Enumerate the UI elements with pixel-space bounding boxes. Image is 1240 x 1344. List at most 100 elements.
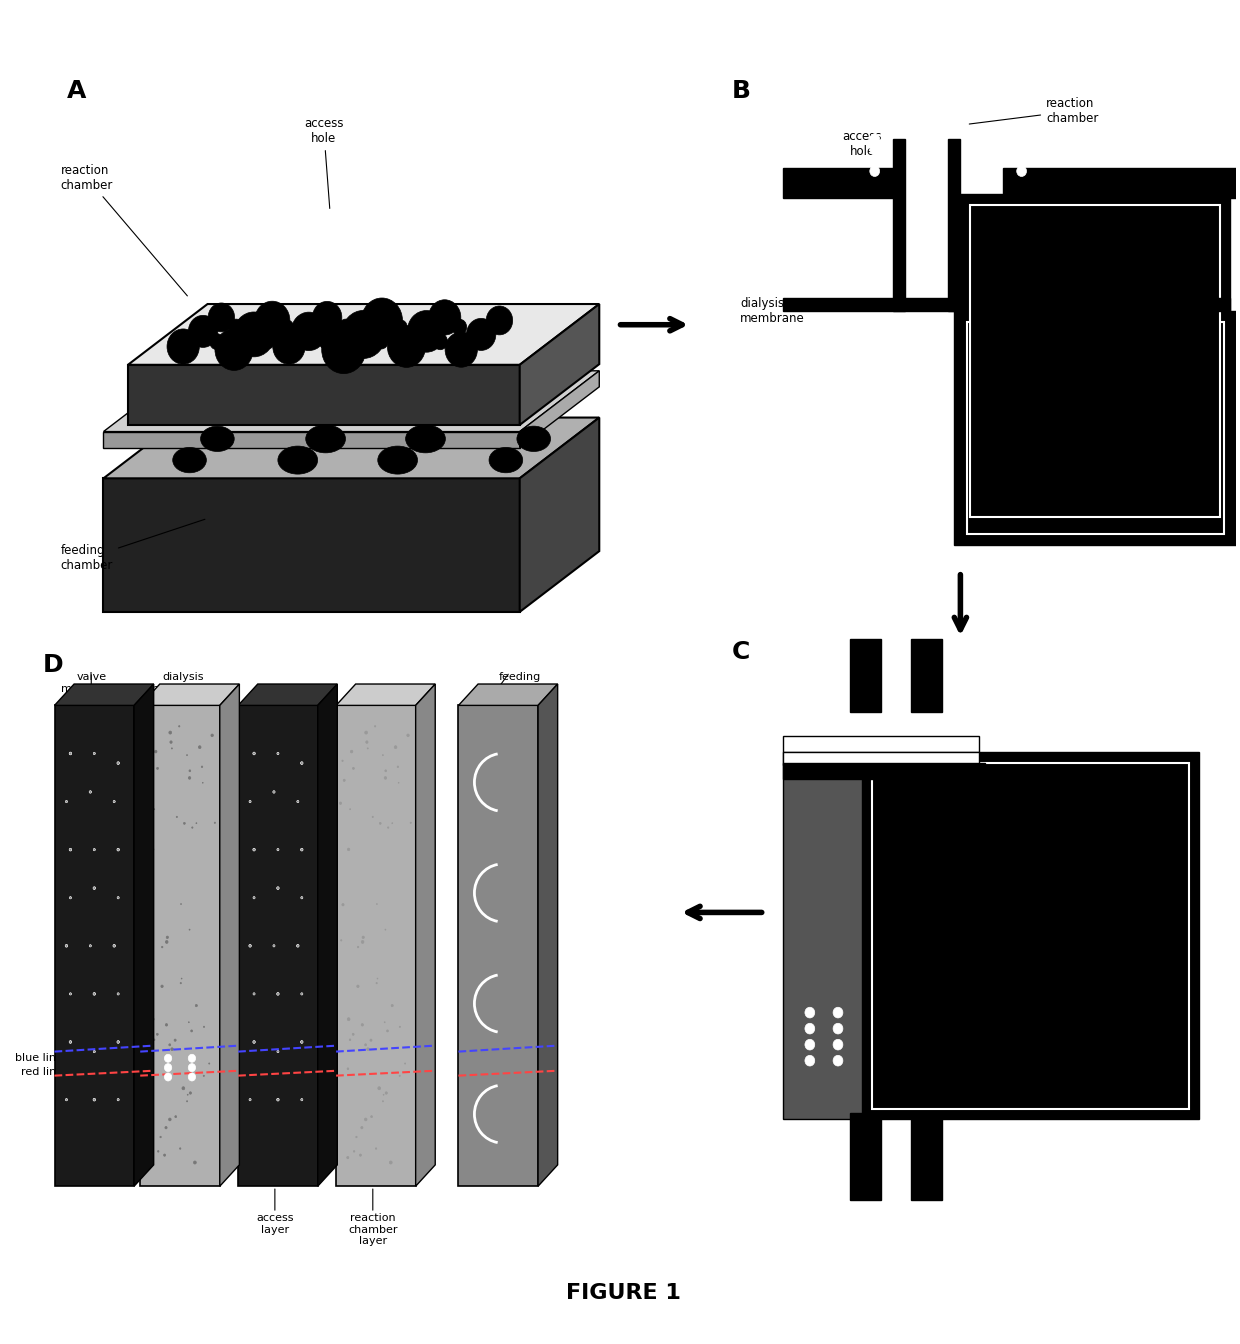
- Circle shape: [113, 801, 115, 802]
- Circle shape: [146, 903, 149, 906]
- Polygon shape: [520, 304, 599, 425]
- Text: B: B: [732, 79, 750, 103]
- Bar: [911, 638, 942, 712]
- Circle shape: [356, 1136, 357, 1138]
- Bar: [872, 763, 1189, 1109]
- Ellipse shape: [405, 425, 445, 453]
- Circle shape: [429, 300, 461, 335]
- Text: blue line: blue line: [15, 1052, 135, 1063]
- Circle shape: [144, 802, 146, 805]
- Circle shape: [66, 801, 67, 802]
- Circle shape: [280, 320, 294, 335]
- Circle shape: [193, 1161, 196, 1164]
- Circle shape: [184, 823, 185, 824]
- Circle shape: [167, 329, 200, 364]
- Circle shape: [188, 1073, 196, 1081]
- Circle shape: [301, 896, 303, 899]
- Text: dialysis
membrane: dialysis membrane: [485, 331, 584, 390]
- Bar: [966, 323, 1224, 535]
- Circle shape: [361, 1024, 363, 1025]
- Circle shape: [365, 1118, 367, 1121]
- Circle shape: [188, 1054, 196, 1062]
- Circle shape: [277, 887, 279, 890]
- Bar: [1003, 168, 1236, 198]
- Circle shape: [357, 946, 358, 948]
- Circle shape: [117, 1098, 119, 1101]
- Circle shape: [161, 946, 162, 948]
- Circle shape: [919, 165, 929, 176]
- Circle shape: [384, 777, 387, 780]
- Circle shape: [433, 333, 448, 349]
- Circle shape: [300, 1040, 303, 1043]
- Bar: [949, 138, 961, 312]
- Circle shape: [169, 1044, 171, 1046]
- Circle shape: [347, 1017, 350, 1020]
- Circle shape: [466, 319, 496, 351]
- Circle shape: [188, 770, 191, 771]
- Bar: [782, 298, 961, 312]
- Circle shape: [378, 1087, 381, 1090]
- Polygon shape: [103, 371, 599, 431]
- Ellipse shape: [378, 446, 418, 474]
- Circle shape: [233, 312, 274, 358]
- Ellipse shape: [517, 426, 551, 452]
- Circle shape: [148, 780, 149, 781]
- Circle shape: [192, 827, 193, 828]
- Circle shape: [169, 731, 171, 734]
- Circle shape: [365, 731, 367, 734]
- Circle shape: [164, 1154, 166, 1156]
- Circle shape: [89, 945, 92, 948]
- Circle shape: [145, 939, 146, 941]
- Circle shape: [198, 746, 201, 749]
- Circle shape: [341, 939, 342, 941]
- Circle shape: [182, 1087, 185, 1090]
- Circle shape: [967, 165, 977, 176]
- Circle shape: [300, 848, 303, 851]
- Circle shape: [249, 1098, 250, 1101]
- Text: feeding
chamber: feeding chamber: [1091, 489, 1159, 528]
- Circle shape: [361, 941, 363, 943]
- Circle shape: [394, 746, 397, 749]
- Bar: [961, 194, 1230, 528]
- Circle shape: [1017, 165, 1027, 176]
- Circle shape: [117, 848, 119, 851]
- Text: feeding
chamber
layer: feeding chamber layer: [495, 672, 544, 706]
- Circle shape: [312, 301, 342, 333]
- Text: reaction
chamber
layer: reaction chamber layer: [348, 1212, 398, 1246]
- Circle shape: [486, 306, 512, 335]
- Circle shape: [919, 133, 929, 144]
- Circle shape: [165, 1073, 171, 1081]
- Circle shape: [350, 1039, 351, 1040]
- Circle shape: [445, 332, 477, 367]
- Bar: [782, 168, 893, 198]
- Circle shape: [320, 333, 334, 349]
- Circle shape: [89, 790, 92, 793]
- Circle shape: [117, 896, 119, 899]
- Bar: [782, 753, 863, 1120]
- Polygon shape: [459, 706, 538, 1187]
- Polygon shape: [55, 706, 134, 1187]
- Circle shape: [361, 298, 403, 343]
- Circle shape: [300, 762, 303, 765]
- Polygon shape: [336, 706, 415, 1187]
- Circle shape: [190, 1091, 191, 1094]
- Polygon shape: [55, 684, 154, 706]
- Circle shape: [374, 726, 376, 727]
- Circle shape: [165, 1024, 167, 1025]
- Circle shape: [360, 1154, 362, 1156]
- Circle shape: [869, 144, 879, 155]
- Bar: [782, 763, 985, 780]
- Circle shape: [291, 312, 326, 351]
- Circle shape: [253, 993, 255, 995]
- Bar: [782, 737, 978, 753]
- Circle shape: [146, 761, 148, 762]
- Ellipse shape: [201, 426, 234, 452]
- Polygon shape: [520, 371, 599, 448]
- Circle shape: [374, 335, 388, 349]
- Circle shape: [805, 1055, 815, 1066]
- Circle shape: [180, 982, 181, 984]
- Circle shape: [165, 941, 169, 943]
- Circle shape: [151, 1156, 153, 1159]
- Circle shape: [967, 133, 977, 144]
- Circle shape: [66, 945, 68, 948]
